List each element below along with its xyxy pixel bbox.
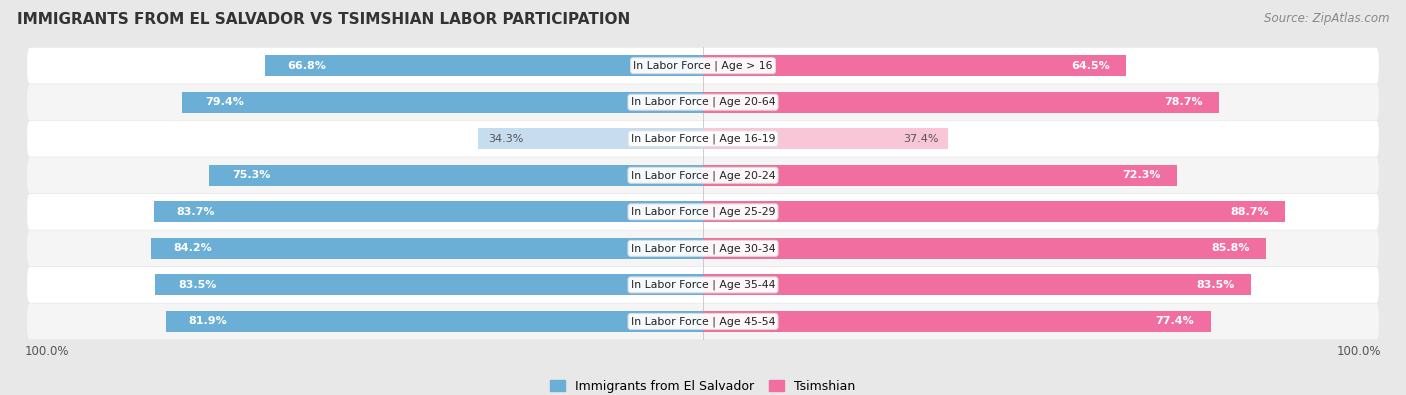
Bar	[703, 311, 1211, 332]
Text: 37.4%: 37.4%	[903, 134, 939, 144]
Bar	[703, 92, 1219, 113]
FancyBboxPatch shape	[27, 267, 1379, 303]
Bar	[181, 92, 703, 113]
Bar	[150, 238, 703, 259]
Bar	[264, 55, 703, 76]
Text: Source: ZipAtlas.com: Source: ZipAtlas.com	[1264, 12, 1389, 25]
Bar	[703, 201, 1285, 222]
FancyBboxPatch shape	[27, 48, 1379, 84]
Text: 79.4%: 79.4%	[205, 97, 243, 107]
Text: 85.8%: 85.8%	[1211, 243, 1250, 253]
Bar	[166, 311, 703, 332]
FancyBboxPatch shape	[27, 194, 1379, 230]
Bar	[703, 238, 1265, 259]
Text: 72.3%: 72.3%	[1122, 170, 1161, 180]
Text: 84.2%: 84.2%	[173, 243, 212, 253]
Bar	[478, 128, 703, 149]
FancyBboxPatch shape	[27, 121, 1379, 157]
Text: In Labor Force | Age 20-64: In Labor Force | Age 20-64	[631, 97, 775, 107]
Text: In Labor Force | Age 20-24: In Labor Force | Age 20-24	[631, 170, 775, 181]
Text: 88.7%: 88.7%	[1230, 207, 1268, 217]
FancyBboxPatch shape	[27, 230, 1379, 266]
Text: 81.9%: 81.9%	[188, 316, 228, 326]
FancyBboxPatch shape	[27, 84, 1379, 120]
Text: In Labor Force | Age 45-54: In Labor Force | Age 45-54	[631, 316, 775, 327]
Text: IMMIGRANTS FROM EL SALVADOR VS TSIMSHIAN LABOR PARTICIPATION: IMMIGRANTS FROM EL SALVADOR VS TSIMSHIAN…	[17, 12, 630, 27]
Text: 83.7%: 83.7%	[177, 207, 215, 217]
Text: 66.8%: 66.8%	[288, 61, 326, 71]
Text: 64.5%: 64.5%	[1071, 61, 1109, 71]
Text: 83.5%: 83.5%	[1197, 280, 1234, 290]
Bar	[703, 55, 1126, 76]
Text: 78.7%: 78.7%	[1164, 97, 1204, 107]
Text: In Labor Force | Age 30-34: In Labor Force | Age 30-34	[631, 243, 775, 254]
Text: In Labor Force | Age 25-29: In Labor Force | Age 25-29	[631, 207, 775, 217]
FancyBboxPatch shape	[27, 157, 1379, 193]
Text: In Labor Force | Age 35-44: In Labor Force | Age 35-44	[631, 280, 775, 290]
Text: 34.3%: 34.3%	[488, 134, 523, 144]
Bar	[703, 274, 1251, 295]
Bar	[703, 128, 949, 149]
Bar	[209, 165, 703, 186]
Text: In Labor Force | Age 16-19: In Labor Force | Age 16-19	[631, 134, 775, 144]
FancyBboxPatch shape	[27, 303, 1379, 339]
Bar	[153, 201, 703, 222]
Legend: Immigrants from El Salvador, Tsimshian: Immigrants from El Salvador, Tsimshian	[546, 375, 860, 395]
Text: In Labor Force | Age > 16: In Labor Force | Age > 16	[633, 60, 773, 71]
Text: 77.4%: 77.4%	[1156, 316, 1195, 326]
Text: 83.5%: 83.5%	[179, 280, 217, 290]
Text: 75.3%: 75.3%	[232, 170, 270, 180]
Bar	[703, 165, 1177, 186]
Bar	[155, 274, 703, 295]
